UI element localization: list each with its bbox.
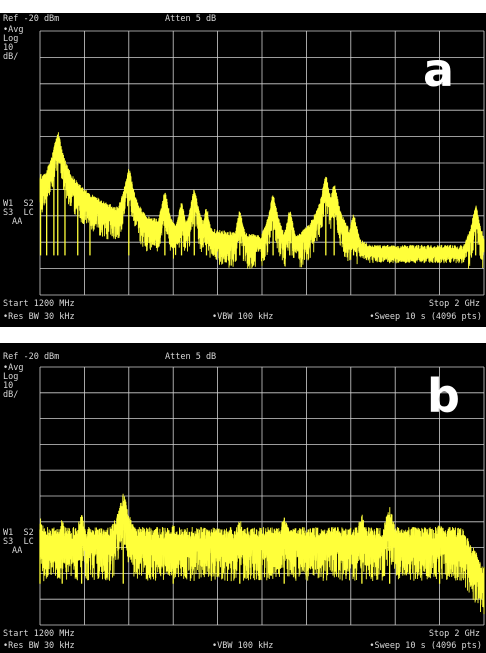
stop-frequency-label: Stop 2 GHz: [428, 629, 480, 639]
sweep-label: •Sweep 10 s (4096 pts): [369, 641, 482, 651]
res-bw-label: •Res BW 30 kHz: [3, 641, 75, 651]
attenuation-label: Atten 5 dB: [165, 352, 217, 362]
scale-unit-label: dB/: [3, 390, 19, 400]
log-label: Log: [3, 34, 19, 44]
trace-w1-s2-label: W1 S2: [3, 199, 34, 209]
avg-label: •Avg: [3, 363, 24, 373]
panel-letter-b: b: [427, 369, 460, 423]
attenuation-label: Atten 5 dB: [165, 14, 217, 24]
trace-s3-lc-label: S3 LC: [3, 208, 34, 218]
spectrum-trace: [39, 132, 485, 269]
spectrum-plot-a: [39, 30, 485, 296]
vbw-label: •VBW 100 kHz: [212, 312, 274, 322]
spectrum-panel-a: Ref -20 dBm Atten 5 dB •Avg Log 10 dB/ W…: [0, 13, 486, 327]
sweep-label: •Sweep 10 s (4096 pts): [369, 312, 482, 322]
avg-label: •Avg: [3, 25, 24, 35]
reference-level-label: Ref -20 dBm: [3, 352, 60, 362]
vbw-label: •VBW 100 kHz: [212, 641, 274, 651]
log-label: Log: [3, 372, 19, 382]
start-frequency-label: Start 1200 MHz: [3, 629, 75, 639]
trace-aa-label: AA: [12, 217, 23, 227]
scale-number-label: 10: [3, 381, 14, 391]
spectrum-trace: [39, 493, 485, 615]
start-frequency-label: Start 1200 MHz: [3, 299, 75, 309]
stop-frequency-label: Stop 2 GHz: [428, 299, 480, 309]
scale-unit-label: dB/: [3, 52, 19, 62]
trace-aa-label: AA: [12, 546, 23, 556]
spectrum-panel-b: Ref -20 dBm Atten 5 dB •Avg Log 10 dB/ W…: [0, 343, 486, 653]
panel-letter-a: a: [423, 43, 455, 97]
spectrum-plot-b: [39, 366, 485, 626]
scale-number-label: 10: [3, 43, 14, 53]
reference-level-label: Ref -20 dBm: [3, 14, 60, 24]
trace-w1-s2-label: W1 S2: [3, 528, 34, 538]
res-bw-label: •Res BW 30 kHz: [3, 312, 75, 322]
trace-s3-lc-label: S3 LC: [3, 537, 34, 547]
